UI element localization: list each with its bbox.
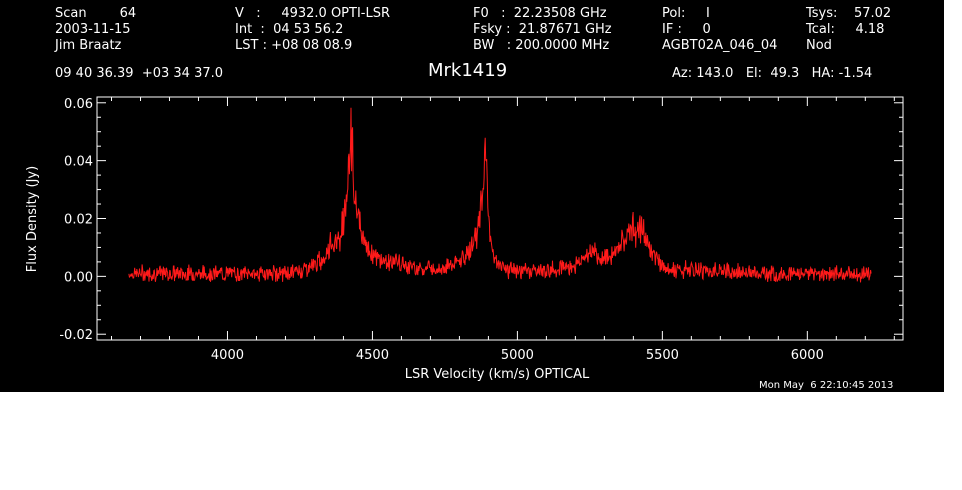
- header-fsky: Fsky : 21.87671 GHz: [473, 22, 612, 37]
- x-tick-label: 5000: [501, 348, 534, 363]
- header-project: AGBT02A_046_04: [662, 38, 778, 53]
- header-integration: Int : 04 53 56.2: [235, 22, 344, 37]
- spectrum-trace: [128, 107, 872, 283]
- header-velocity: V : 4932.0 OPTI-LSR: [235, 6, 391, 21]
- x-tick-label: 4500: [356, 348, 389, 363]
- header-tsys: Tsys: 57.02: [806, 6, 892, 21]
- plot-panel: [0, 0, 944, 392]
- y-tick-label: -0.02: [59, 328, 93, 343]
- y-tick-label: 0.00: [64, 270, 93, 285]
- header-pol: Pol: I: [662, 6, 710, 21]
- header-observer: Jim Braatz: [55, 38, 122, 53]
- y-tick-label: 0.04: [64, 155, 93, 170]
- x-tick-label: 6000: [791, 348, 824, 363]
- header-coordinates: 09 40 36.39 +03 34 37.0: [55, 66, 224, 81]
- x-tick-label: 5500: [646, 348, 679, 363]
- header-tcal: Tcal: 4.18: [806, 22, 885, 37]
- header-lst: LST : +08 08 08.9: [235, 38, 353, 53]
- header-bw: BW : 200.0000 MHz: [473, 38, 610, 53]
- x-tick-label: 4000: [211, 348, 244, 363]
- plot-frame: [96, 96, 904, 341]
- y-axis-label: Flux Density (Jy): [25, 166, 40, 272]
- header-f0: F0 : 22.23508 GHz: [473, 6, 607, 21]
- source-name: Mrk1419: [428, 60, 508, 81]
- header-az-el-ha: Az: 143.0 El: 49.3 HA: -1.54: [672, 66, 873, 81]
- spectrum-chart: 4000 4500 5000 5500 6000 -0.02 0.00 0.02 0.04 0.…: [25, 96, 904, 382]
- header-mode: Nod: [806, 38, 832, 53]
- x-axis-label: LSR Velocity (km/s) OPTICAL: [405, 367, 590, 382]
- header-if: IF : 0: [662, 22, 711, 37]
- timestamp: Mon May 6 22:10:45 2013: [759, 380, 894, 391]
- header-scan: Scan 64: [55, 6, 137, 21]
- header-date: 2003-11-15: [55, 22, 131, 37]
- y-tick-label: 0.06: [64, 97, 93, 112]
- y-tick-label: 0.02: [64, 213, 93, 228]
